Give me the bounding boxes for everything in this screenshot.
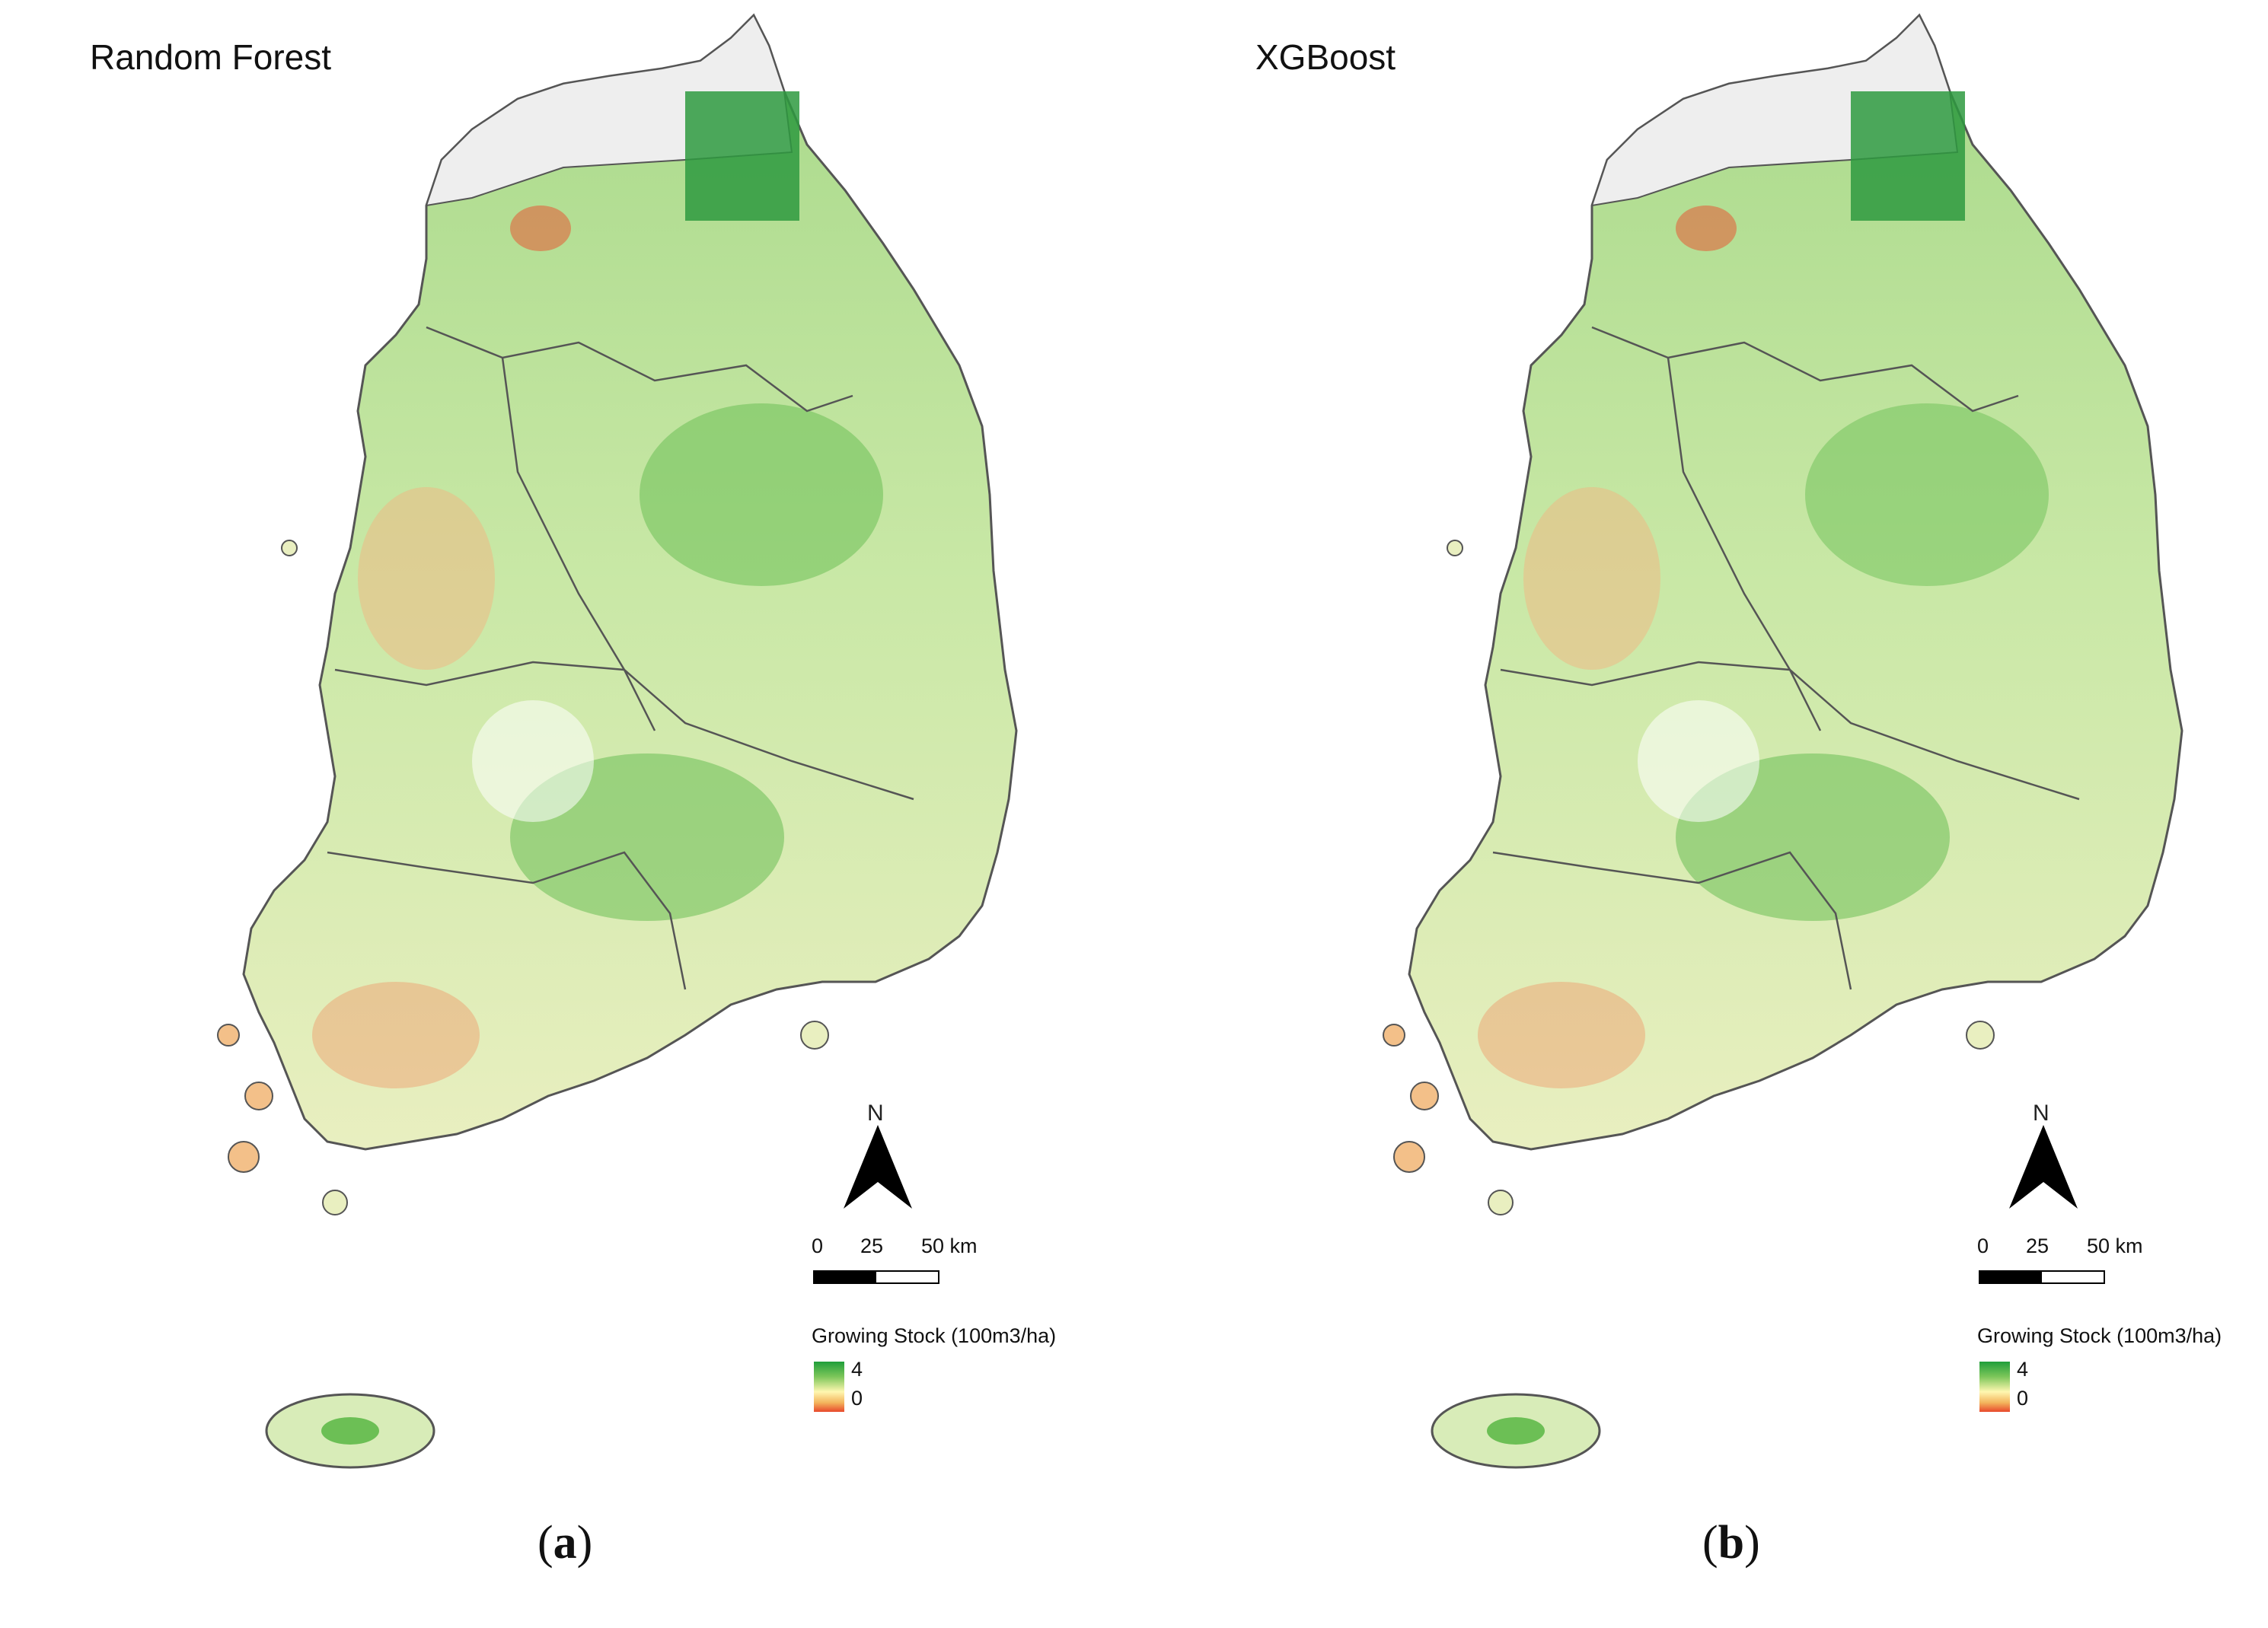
scale-bar-labels: 0 25 50 km <box>807 1235 1005 1262</box>
legend-min-label: 0 <box>851 1387 863 1410</box>
scale-tick-0: 0 <box>1977 1235 1989 1257</box>
panel-title: Random Forest <box>90 37 332 77</box>
scale-bar-labels: 0 25 50 km <box>1973 1235 2171 1262</box>
mainland <box>1408 13 2183 1151</box>
legend-min-label: 0 <box>2017 1387 2029 1410</box>
legend-max-label: 4 <box>851 1358 863 1381</box>
dense-forest-ne <box>685 91 799 221</box>
north-arrow-icon <box>844 1125 912 1209</box>
legend-title: Growing Stock (100m3/ha) <box>812 1324 1057 1347</box>
north-arrow-icon <box>2009 1125 2078 1209</box>
mainland <box>242 13 1018 1151</box>
dense-forest-ne <box>1851 91 1965 221</box>
legend-color-ramp <box>814 1362 844 1412</box>
panel-caption-a: (a) <box>537 1517 593 1569</box>
panel-title: XGBoost <box>1255 37 1396 77</box>
scale-tick-25: 25 <box>2026 1235 2049 1257</box>
legend-max-label: 4 <box>2017 1358 2029 1381</box>
map-panel-xgboost: XGBoost N 0 25 50 km Growing Stock (100m… <box>1166 0 2268 1628</box>
north-label: N <box>2033 1101 2049 1126</box>
scale-tick-50: 50 km <box>921 1235 978 1257</box>
north-label: N <box>867 1101 884 1126</box>
growing-stock-map <box>217 13 1018 1469</box>
scale-bar <box>813 1270 939 1284</box>
panel-caption-b: (b) <box>1702 1517 1760 1569</box>
map-panel-random-forest: Random Forest N 0 25 50 km Growing Stock… <box>90 13 1057 1469</box>
scale-tick-0: 0 <box>812 1235 824 1257</box>
legend-title: Growing Stock (100m3/ha) <box>1977 1324 2222 1347</box>
legend-color-ramp <box>1979 1362 2010 1412</box>
scale-bar <box>1979 1270 2105 1284</box>
scale-tick-25: 25 <box>860 1235 884 1257</box>
growing-stock-map <box>1383 13 2183 1469</box>
scale-tick-50: 50 km <box>2087 1235 2143 1257</box>
